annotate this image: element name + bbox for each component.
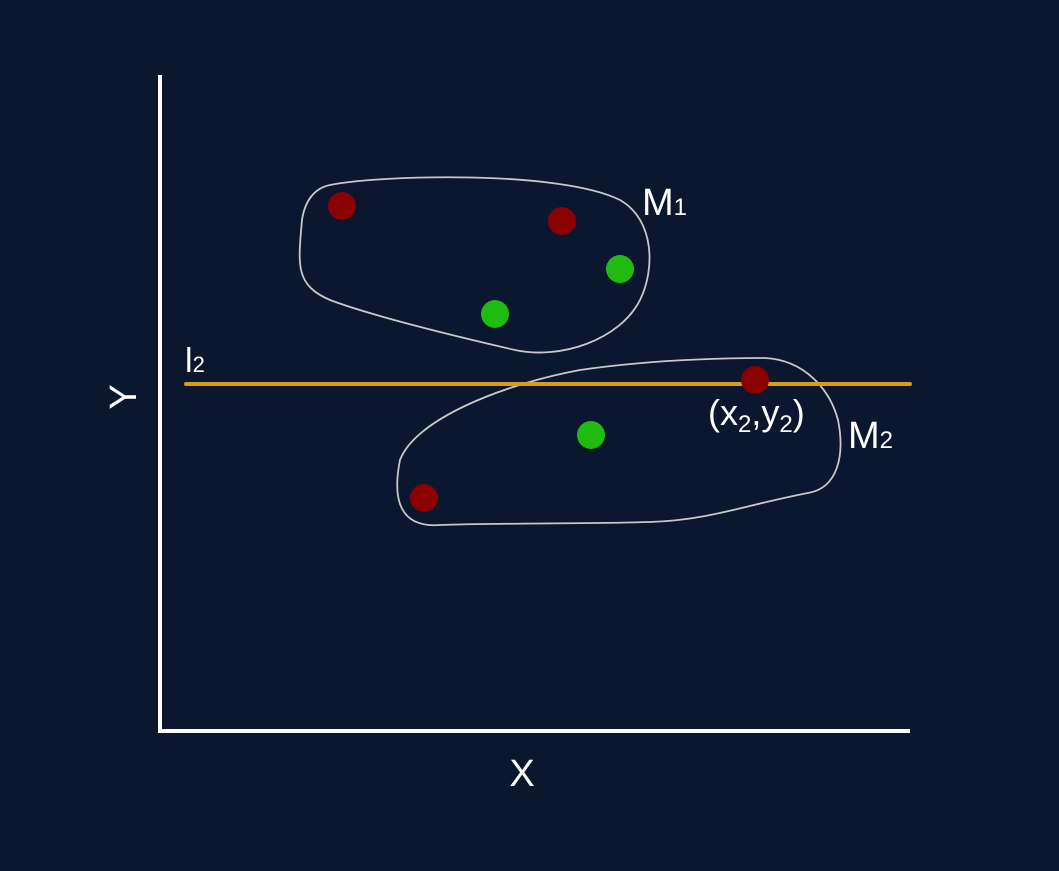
m1-point-green-1 [606,255,634,283]
point-x2y2-label: (x2,y2) [708,392,805,438]
cluster-m2-label: M2 [848,415,893,457]
m1-point-red-2 [548,207,576,235]
m2-point-green-1 [577,421,605,449]
cluster-m1-label: M1 [642,182,687,224]
y-axis-label: Y [103,384,145,409]
m1-point-green-2 [481,300,509,328]
m1-point-red-1 [328,192,356,220]
x-axis-label: X [509,753,534,795]
cluster-m1-boundary [298,176,651,354]
m2-point-red-x2y2 [741,366,769,394]
m2-point-red-2 [410,484,438,512]
cluster-m2-boundary [396,357,842,526]
line-l2-label: l2 [185,342,205,380]
